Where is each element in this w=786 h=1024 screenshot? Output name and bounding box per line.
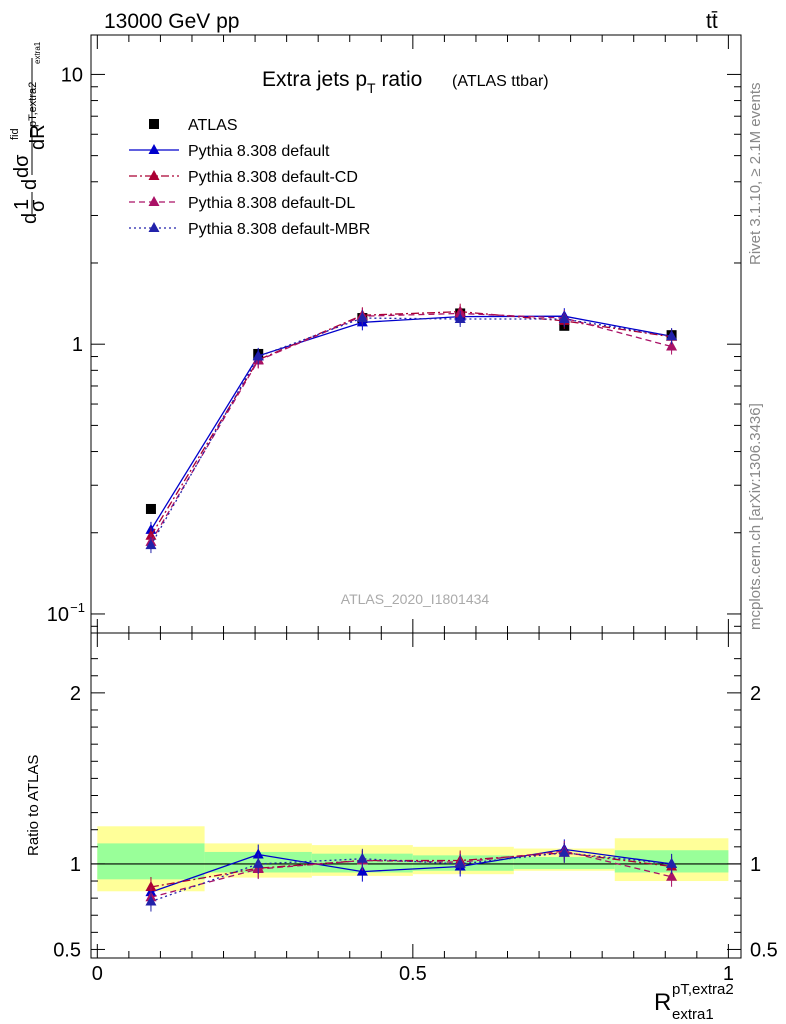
main-y-tick-label: 10 bbox=[47, 604, 69, 626]
main-series-2 bbox=[145, 303, 678, 544]
main-series-line bbox=[150, 315, 672, 531]
ratio-y-axis-label: Ratio to ATLAS bbox=[25, 755, 42, 856]
main-data-point bbox=[558, 312, 570, 323]
main-series-1 bbox=[145, 308, 678, 538]
main-data-point bbox=[145, 503, 156, 514]
legend-item-2: Pythia 8.308 default-CD bbox=[129, 169, 358, 186]
svg-text:pT,extra2: pT,extra2 bbox=[672, 981, 734, 998]
ratio-data-point bbox=[356, 852, 368, 863]
svg-text:dσ: dσ bbox=[11, 154, 33, 178]
svg-text:pT,extra2: pT,extra2 bbox=[27, 82, 39, 127]
band-inner-0 bbox=[97, 843, 205, 880]
svg-text:d: d bbox=[19, 213, 41, 224]
main-data-point bbox=[666, 330, 678, 341]
x-axis-label: R pT,extra2 extra1 bbox=[654, 981, 734, 1023]
svg-text:fid: fid bbox=[9, 128, 21, 140]
legend-label: Pythia 8.308 default bbox=[188, 143, 330, 160]
svg-text:σ: σ bbox=[27, 199, 49, 212]
ratio-series-line bbox=[150, 848, 672, 893]
ratio-data-point bbox=[252, 848, 264, 859]
energy-label: 13000 GeV pp bbox=[104, 10, 239, 33]
svg-text:d: d bbox=[19, 179, 41, 190]
ratio-y-tick-label: 2 bbox=[70, 683, 81, 705]
legend-marker bbox=[148, 222, 160, 232]
main-series-4 bbox=[145, 310, 678, 554]
ratio-series-line bbox=[150, 852, 672, 888]
main-series-3 bbox=[145, 305, 678, 550]
main-data-point bbox=[454, 312, 466, 323]
ratio-plot-frame bbox=[90, 632, 742, 959]
ratio-y-tick-label-right: 2 bbox=[750, 683, 761, 705]
legend-marker bbox=[148, 144, 160, 154]
analysis-watermark: ATLAS_2020_I1801434 bbox=[341, 591, 490, 607]
legend-marker bbox=[148, 170, 160, 180]
ratio-data-point bbox=[145, 881, 157, 892]
plot-title-paren: (ATLAS ttbar) bbox=[452, 73, 549, 90]
main-y-axis-label: d 1 σ d dσ fid dR pT,extra2 extra1 bbox=[9, 41, 49, 224]
main-series-line bbox=[150, 312, 672, 543]
main-series-line bbox=[150, 311, 672, 537]
ratio-y-tick-label: 0.5 bbox=[53, 939, 81, 961]
svg-text:extra1: extra1 bbox=[672, 1006, 714, 1023]
legend-label: Pythia 8.308 default-DL bbox=[188, 195, 355, 212]
main-series bbox=[145, 303, 678, 554]
ratio-series bbox=[145, 839, 678, 912]
legend-item-1: Pythia 8.308 default bbox=[129, 143, 330, 160]
plot-title: Extra jets pT ratio bbox=[262, 68, 422, 96]
svg-text:extra1: extra1 bbox=[33, 41, 42, 64]
legend-marker bbox=[148, 196, 160, 206]
ratio-series-3 bbox=[145, 842, 678, 912]
ratio-data-point bbox=[252, 857, 264, 868]
main-data-point bbox=[145, 539, 157, 550]
legend-marker bbox=[149, 119, 159, 129]
ratio-series-line bbox=[150, 852, 672, 903]
mcplots-label: mcplots.cern.ch [arXiv:1306.3436] bbox=[747, 403, 764, 630]
rivet-version-label: Rivet 3.1.10, ≥ 2.1M events bbox=[747, 83, 764, 266]
svg-text:dR: dR bbox=[27, 124, 49, 150]
ratio-data-point bbox=[666, 870, 678, 881]
ratio-y-tick-label-right: 0.5 bbox=[750, 939, 778, 961]
main-series-0 bbox=[145, 308, 677, 514]
legend-item-4: Pythia 8.308 default-MBR bbox=[129, 221, 370, 238]
svg-text:R: R bbox=[654, 989, 671, 1016]
main-data-point bbox=[252, 350, 264, 361]
band-inner-4 bbox=[513, 857, 615, 870]
ratio-data-point bbox=[356, 865, 368, 876]
process-label: tt̄ bbox=[706, 10, 718, 33]
main-data-point bbox=[666, 340, 678, 351]
ratio-data-point bbox=[454, 857, 466, 868]
svg-text:1: 1 bbox=[11, 199, 33, 210]
ratio-y-tick-label-right: 1 bbox=[750, 854, 761, 876]
ratio-data-point bbox=[145, 895, 157, 906]
ratio-data-point bbox=[558, 846, 570, 857]
main-y-tick-label: 10 bbox=[61, 64, 83, 86]
main-data-point bbox=[356, 312, 368, 323]
legend-label: Pythia 8.308 default-CD bbox=[188, 169, 358, 186]
main-y-tick-label: 1 bbox=[72, 334, 83, 356]
legend-item-3: Pythia 8.308 default-DL bbox=[129, 195, 355, 212]
ratio-y-tick-label: 1 bbox=[70, 854, 81, 876]
legend-label: Pythia 8.308 default-MBR bbox=[188, 221, 370, 238]
ratio-x-tick-label: 1 bbox=[723, 963, 734, 985]
legend-label: ATLAS bbox=[188, 117, 238, 134]
ratio-x-tick-label: 0.5 bbox=[399, 963, 427, 985]
main-y-tick-exponent: −1 bbox=[70, 600, 85, 615]
ratio-x-tick-label: 0 bbox=[92, 963, 103, 985]
legend-item-0: ATLAS bbox=[149, 117, 238, 134]
ratio-data-point bbox=[666, 857, 678, 868]
legend: ATLAS Pythia 8.308 default Pythia 8.308 de… bbox=[129, 117, 370, 238]
main-series-line bbox=[150, 317, 672, 546]
